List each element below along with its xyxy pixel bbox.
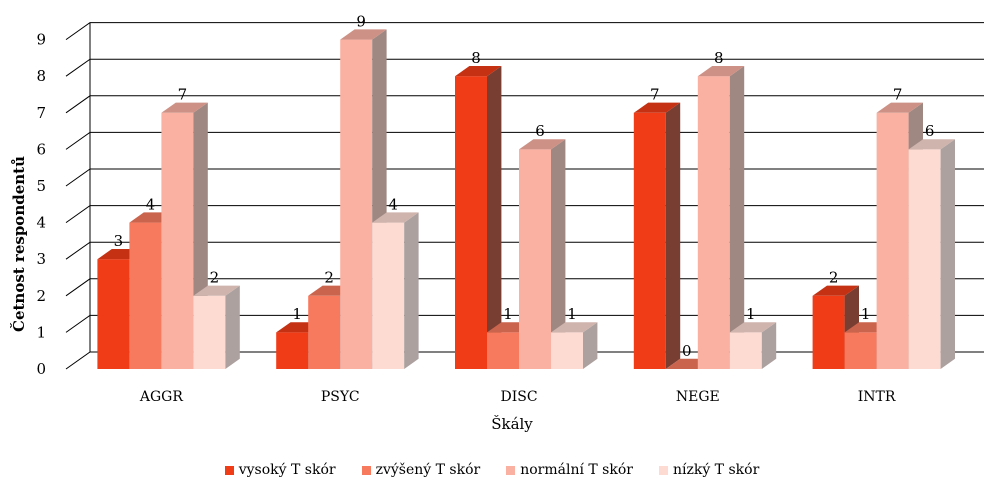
gridlines [65,22,984,370]
legend-label: vysoký T skór [238,462,336,478]
legend-label: nízký T skór [672,462,760,478]
x-tick-label: AGGR [139,389,183,405]
data-label: 7 [893,86,903,104]
y-tick-label: 8 [36,67,46,85]
bars [97,29,955,370]
gridline [65,22,984,41]
gridline [65,58,984,77]
x-tick-label: DISC [500,389,537,405]
legend-swatch [361,465,371,475]
data-label: 0 [682,342,692,360]
x-tick-label: PSYC [321,389,360,405]
bar [551,322,598,369]
legend-label: zvýšený T skór [375,462,481,478]
data-label: 1 [503,305,513,323]
legend-swatch [658,465,668,475]
bar [193,285,240,369]
bar [340,29,387,370]
legend-item: normální T skór [506,462,633,478]
data-label: 7 [178,86,188,104]
data-label: 6 [535,122,545,140]
data-label: 2 [210,269,220,287]
x-axis-title: Škály [491,415,533,433]
data-label: 1 [746,305,756,323]
legend-item: zvýšený T skór [361,462,481,478]
x-tick-label: NEGE [676,389,720,405]
legend-swatch [506,465,516,475]
data-labels: 3 4 7 2 1 2 9 4 8 1 6 1 7 0 8 1 2 1 7 6 [114,12,935,359]
data-label: 2 [829,269,839,287]
bar [729,322,777,369]
y-tick-label: 2 [36,287,46,305]
y-tick-label: 9 [36,31,46,49]
data-label: 1 [861,305,871,323]
y-tick-label: 4 [36,214,46,232]
y-tick-label: 3 [36,250,46,268]
legend: vysoký T skór zvýšený T skór normální T sk… [0,462,984,478]
data-label: 3 [114,232,124,250]
x-tick-label: INTR [858,389,896,405]
bar [697,66,745,369]
data-label: 4 [388,195,398,213]
data-label: 7 [650,86,660,104]
data-label: 1 [292,305,302,323]
data-label: 8 [714,49,724,67]
legend-item: nízký T skór [658,462,760,478]
bar [455,66,502,369]
legend-item: vysoký T skór [224,462,336,478]
data-label: 8 [471,49,481,67]
data-label: 6 [925,122,935,140]
y-axis-title: Četnost respondentů [10,156,28,332]
y-axis-ticks: 0 1 2 3 4 5 6 7 8 9 [36,31,46,378]
data-label: 9 [356,12,366,30]
x-axis-categories: AGGR PSYC DISC NEGE INTR [139,389,896,405]
y-tick-label: 1 [36,323,46,341]
y-tick-label: 5 [36,177,46,195]
bar [633,102,681,370]
y-tick-label: 7 [36,104,46,122]
bar [372,212,419,369]
y-tick-label: 6 [36,140,46,158]
legend-swatch [224,465,234,475]
legend-label: normální T skór [520,462,633,478]
bar [519,139,566,369]
data-label: 1 [567,305,577,323]
y-tick-label: 0 [36,360,46,378]
bar [161,102,208,370]
data-label: 4 [146,195,156,213]
data-label: 2 [324,269,334,287]
bar [908,139,955,369]
